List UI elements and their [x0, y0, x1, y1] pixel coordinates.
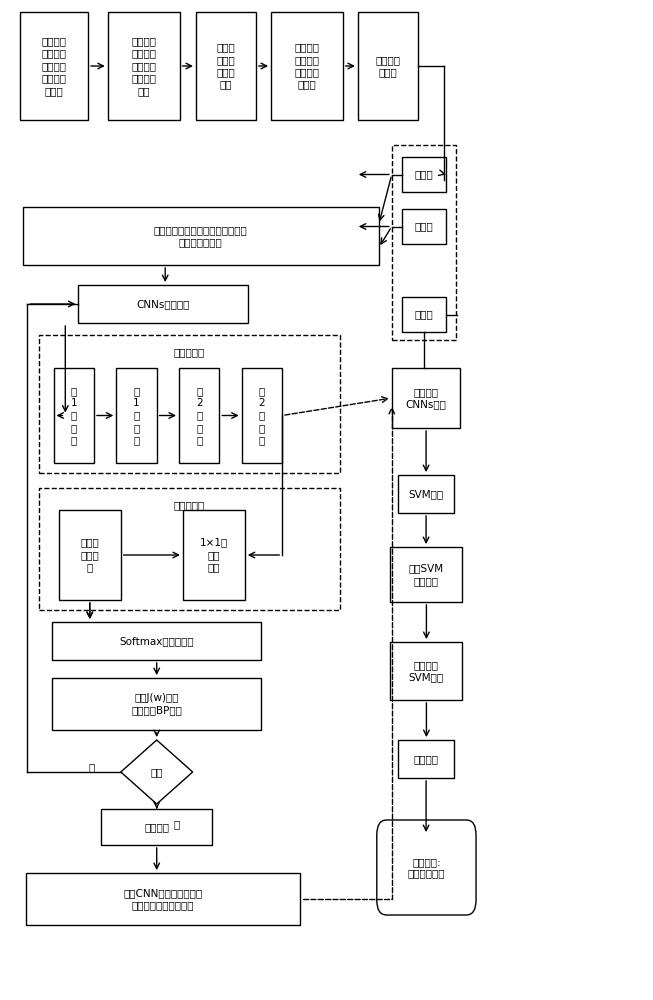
Text: Softmax分类输出层: Softmax分类输出层	[119, 636, 194, 646]
FancyBboxPatch shape	[402, 297, 446, 332]
Polygon shape	[121, 740, 193, 804]
FancyBboxPatch shape	[392, 145, 456, 340]
Text: 是: 是	[173, 819, 180, 829]
FancyBboxPatch shape	[377, 820, 476, 915]
Text: 第
2
卷
积
层: 第 2 卷 积 层	[196, 386, 202, 445]
FancyBboxPatch shape	[39, 488, 340, 610]
Text: 保存SVM
模型参数: 保存SVM 模型参数	[409, 563, 444, 586]
FancyBboxPatch shape	[242, 368, 282, 463]
Text: 监测对象
多通道一
维时间序
列故障数
据采集: 监测对象 多通道一 维时间序 列故障数 据采集	[41, 36, 67, 96]
Text: 1×1过
渡卷
积层: 1×1过 渡卷 积层	[200, 538, 228, 572]
Text: 保存CNN的特征提取层和
降维减参层的模型参数: 保存CNN的特征提取层和 降维减参层的模型参数	[123, 888, 203, 910]
FancyBboxPatch shape	[390, 547, 462, 602]
Text: 归一化
和数据
截断预
处理: 归一化 和数据 截断预 处理	[217, 42, 235, 90]
FancyBboxPatch shape	[398, 475, 454, 513]
Text: 构建多通
道二维特
征图故障
数据集: 构建多通 道二维特 征图故障 数据集	[295, 42, 319, 90]
FancyBboxPatch shape	[392, 368, 460, 428]
FancyBboxPatch shape	[108, 12, 180, 120]
Text: 已保存的
CNNs模型: 已保存的 CNNs模型	[406, 387, 447, 409]
FancyBboxPatch shape	[54, 368, 94, 463]
FancyBboxPatch shape	[402, 209, 446, 244]
FancyBboxPatch shape	[78, 285, 248, 323]
Text: 输出结果:
测试集准确率: 输出结果: 测试集准确率	[407, 857, 445, 878]
FancyBboxPatch shape	[358, 12, 418, 120]
FancyBboxPatch shape	[183, 510, 245, 600]
Text: 特征提取层: 特征提取层	[174, 347, 205, 357]
Text: 第
1
池
化
层: 第 1 池 化 层	[133, 386, 140, 445]
Text: 训练集: 训练集	[415, 169, 433, 180]
FancyBboxPatch shape	[52, 678, 261, 730]
Text: 故障诊断: 故障诊断	[413, 754, 439, 764]
Text: CNNs模型训练: CNNs模型训练	[136, 299, 190, 309]
Text: SVM训练: SVM训练	[409, 489, 443, 499]
FancyBboxPatch shape	[26, 873, 300, 925]
FancyBboxPatch shape	[59, 510, 121, 600]
FancyBboxPatch shape	[20, 12, 88, 120]
FancyBboxPatch shape	[271, 12, 343, 120]
Text: 完成训练: 完成训练	[144, 822, 169, 832]
Text: 验证集: 验证集	[415, 222, 433, 232]
Text: 误差J(w)计算
反向传播BP优化: 误差J(w)计算 反向传播BP优化	[131, 693, 182, 715]
Text: 降维减参层: 降维减参层	[174, 500, 205, 510]
FancyBboxPatch shape	[39, 335, 340, 473]
Text: 收敛: 收敛	[150, 767, 163, 777]
FancyBboxPatch shape	[52, 622, 261, 660]
Text: 第
1
卷
积
层: 第 1 卷 积 层	[71, 386, 77, 445]
Text: 全局均
值池化
层: 全局均 值池化 层	[80, 538, 99, 572]
Text: 构建多通
道一维时
间序列原
始故障数
据集: 构建多通 道一维时 间序列原 始故障数 据集	[131, 36, 156, 96]
Text: 划分样本
数据集: 划分样本 数据集	[375, 55, 400, 77]
Text: 测试集: 测试集	[415, 310, 433, 320]
Text: 建立多通道深度学习故障诊断模型
模型参数初始化: 建立多通道深度学习故障诊断模型 模型参数初始化	[154, 225, 247, 247]
FancyBboxPatch shape	[196, 12, 256, 120]
Text: 第
2
池
化
层: 第 2 池 化 层	[259, 386, 265, 445]
FancyBboxPatch shape	[179, 368, 219, 463]
Text: 否: 否	[88, 762, 95, 772]
FancyBboxPatch shape	[116, 368, 157, 463]
FancyBboxPatch shape	[101, 809, 212, 845]
FancyBboxPatch shape	[23, 207, 379, 265]
FancyBboxPatch shape	[398, 740, 454, 778]
FancyBboxPatch shape	[402, 157, 446, 192]
FancyBboxPatch shape	[390, 642, 462, 700]
Text: 已训练的
SVM模型: 已训练的 SVM模型	[409, 660, 444, 682]
